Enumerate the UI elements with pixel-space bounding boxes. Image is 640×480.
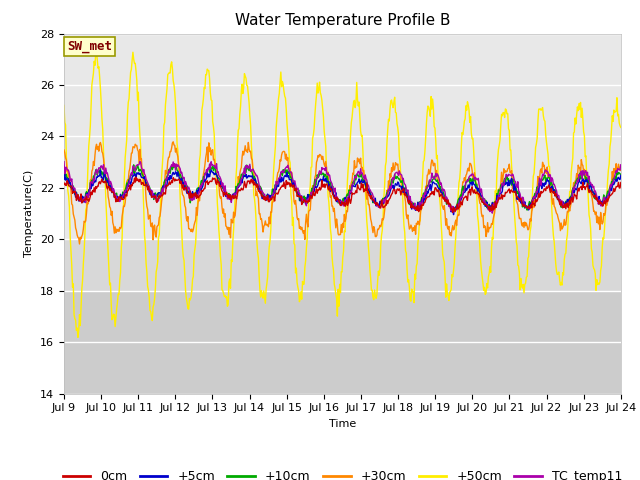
Bar [64,136,621,188]
Bar [64,85,621,136]
Bar [64,291,621,342]
Title: Water Temperature Profile B: Water Temperature Profile B [235,13,450,28]
Bar [64,34,621,85]
Legend: 0cm, +5cm, +10cm, +30cm, +50cm, TC_temp11: 0cm, +5cm, +10cm, +30cm, +50cm, TC_temp1… [58,465,627,480]
Bar [64,342,621,394]
Bar [64,240,621,291]
Y-axis label: Temperature(C): Temperature(C) [24,170,35,257]
X-axis label: Time: Time [329,419,356,429]
Text: SW_met: SW_met [67,40,112,53]
Bar [64,188,621,240]
